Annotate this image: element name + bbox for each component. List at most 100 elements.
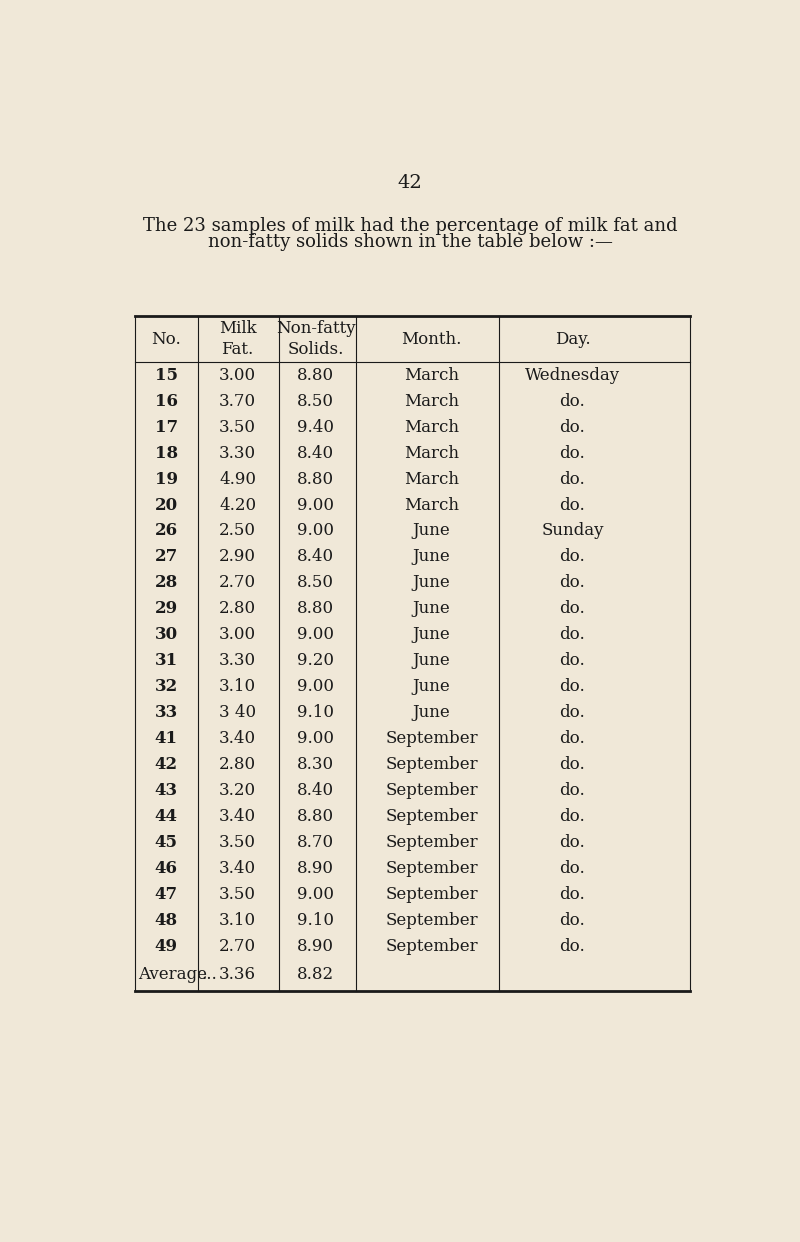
Text: June: June bbox=[413, 626, 450, 643]
Text: March: March bbox=[404, 471, 459, 488]
Text: 9.20: 9.20 bbox=[298, 652, 334, 669]
Text: do.: do. bbox=[559, 730, 586, 746]
Text: June: June bbox=[413, 678, 450, 696]
Text: do.: do. bbox=[559, 497, 586, 513]
Text: 8.50: 8.50 bbox=[298, 392, 334, 410]
Text: March: March bbox=[404, 366, 459, 384]
Text: do.: do. bbox=[559, 652, 586, 669]
Text: Non-fatty
Solids.: Non-fatty Solids. bbox=[276, 320, 355, 358]
Text: 9.10: 9.10 bbox=[298, 912, 334, 929]
Text: do.: do. bbox=[559, 549, 586, 565]
Text: 8.80: 8.80 bbox=[297, 600, 334, 617]
Text: 31: 31 bbox=[154, 652, 178, 669]
Text: 27: 27 bbox=[154, 549, 178, 565]
Text: 47: 47 bbox=[154, 886, 178, 903]
Text: 43: 43 bbox=[154, 782, 178, 799]
Text: 30: 30 bbox=[154, 626, 178, 643]
Text: Milk
Fat.: Milk Fat. bbox=[219, 320, 257, 358]
Text: do.: do. bbox=[559, 419, 586, 436]
Text: do.: do. bbox=[559, 678, 586, 696]
Text: 42: 42 bbox=[154, 756, 178, 773]
Text: do.: do. bbox=[559, 886, 586, 903]
Text: June: June bbox=[413, 549, 450, 565]
Text: do.: do. bbox=[559, 445, 586, 462]
Text: do.: do. bbox=[559, 600, 586, 617]
Text: June: June bbox=[413, 600, 450, 617]
Text: June: June bbox=[413, 523, 450, 539]
Text: No.: No. bbox=[151, 330, 182, 348]
Text: September: September bbox=[386, 756, 478, 773]
Text: 3.30: 3.30 bbox=[219, 652, 256, 669]
Text: 8.40: 8.40 bbox=[297, 549, 334, 565]
Text: March: March bbox=[404, 497, 459, 513]
Text: non-fatty solids shown in the table below :—: non-fatty solids shown in the table belo… bbox=[207, 232, 613, 251]
Text: 2.80: 2.80 bbox=[219, 600, 256, 617]
Text: 3.10: 3.10 bbox=[219, 912, 256, 929]
Text: September: September bbox=[386, 859, 478, 877]
Text: 2.80: 2.80 bbox=[219, 756, 256, 773]
Text: 8.80: 8.80 bbox=[297, 807, 334, 825]
Text: do.: do. bbox=[559, 574, 586, 591]
Text: 2.50: 2.50 bbox=[219, 523, 256, 539]
Text: September: September bbox=[386, 912, 478, 929]
Text: June: June bbox=[413, 652, 450, 669]
Text: 3.36: 3.36 bbox=[219, 966, 256, 984]
Text: 45: 45 bbox=[155, 833, 178, 851]
Text: 41: 41 bbox=[155, 730, 178, 746]
Text: do.: do. bbox=[559, 833, 586, 851]
Text: 8.82: 8.82 bbox=[297, 966, 334, 984]
Text: 9.00: 9.00 bbox=[298, 626, 334, 643]
Text: 9.00: 9.00 bbox=[298, 523, 334, 539]
Text: 17: 17 bbox=[154, 419, 178, 436]
Text: 29: 29 bbox=[154, 600, 178, 617]
Text: 8.50: 8.50 bbox=[298, 574, 334, 591]
Text: 8.40: 8.40 bbox=[297, 782, 334, 799]
Text: 8.90: 8.90 bbox=[298, 938, 334, 955]
Text: June: June bbox=[413, 704, 450, 722]
Text: Day.: Day. bbox=[554, 330, 590, 348]
Text: 19: 19 bbox=[155, 471, 178, 488]
Text: do.: do. bbox=[559, 392, 586, 410]
Text: 26: 26 bbox=[154, 523, 178, 539]
Text: June: June bbox=[413, 574, 450, 591]
Text: 46: 46 bbox=[155, 859, 178, 877]
Text: 3.30: 3.30 bbox=[219, 445, 256, 462]
Text: 16: 16 bbox=[155, 392, 178, 410]
Text: 9.00: 9.00 bbox=[298, 497, 334, 513]
Text: 3.40: 3.40 bbox=[219, 807, 256, 825]
Text: 3.40: 3.40 bbox=[219, 859, 256, 877]
Text: 48: 48 bbox=[154, 912, 178, 929]
Text: 8.80: 8.80 bbox=[297, 366, 334, 384]
Text: 2.70: 2.70 bbox=[219, 938, 256, 955]
Text: 3.70: 3.70 bbox=[219, 392, 256, 410]
Text: Sunday: Sunday bbox=[541, 523, 604, 539]
Text: 3.20: 3.20 bbox=[219, 782, 256, 799]
Text: 18: 18 bbox=[154, 445, 178, 462]
Text: do.: do. bbox=[559, 626, 586, 643]
Text: 20: 20 bbox=[154, 497, 178, 513]
Text: 2.70: 2.70 bbox=[219, 574, 256, 591]
Text: March: March bbox=[404, 445, 459, 462]
Text: Month.: Month. bbox=[402, 330, 462, 348]
Text: 3.40: 3.40 bbox=[219, 730, 256, 746]
Text: do.: do. bbox=[559, 471, 586, 488]
Text: 8.70: 8.70 bbox=[297, 833, 334, 851]
Text: 9.00: 9.00 bbox=[298, 730, 334, 746]
Text: 4.90: 4.90 bbox=[219, 471, 256, 488]
Text: do.: do. bbox=[559, 756, 586, 773]
Text: ...: ... bbox=[201, 966, 217, 984]
Text: 33: 33 bbox=[154, 704, 178, 722]
Text: 9.00: 9.00 bbox=[298, 678, 334, 696]
Text: 42: 42 bbox=[398, 174, 422, 191]
Text: do.: do. bbox=[559, 807, 586, 825]
Text: 49: 49 bbox=[155, 938, 178, 955]
Text: do.: do. bbox=[559, 938, 586, 955]
Text: 15: 15 bbox=[155, 366, 178, 384]
Text: March: March bbox=[404, 392, 459, 410]
Text: 44: 44 bbox=[155, 807, 178, 825]
Text: 3.50: 3.50 bbox=[219, 886, 256, 903]
Text: 3.10: 3.10 bbox=[219, 678, 256, 696]
Text: September: September bbox=[386, 938, 478, 955]
Text: 3.00: 3.00 bbox=[219, 366, 256, 384]
Text: do.: do. bbox=[559, 859, 586, 877]
